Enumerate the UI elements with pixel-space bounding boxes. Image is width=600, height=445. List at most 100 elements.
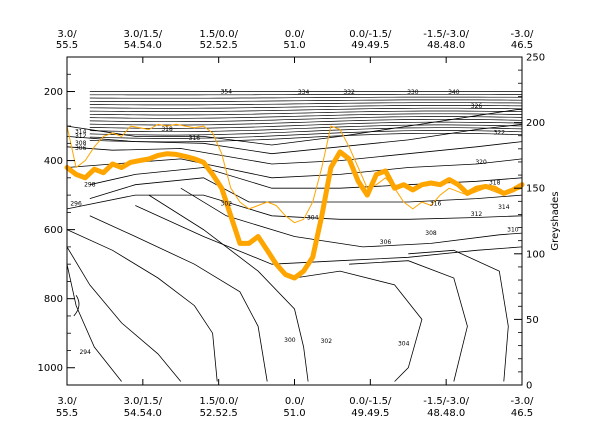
contour-upper-6: [89, 107, 523, 112]
bottom-label-line1-3: 0.0/: [285, 396, 305, 407]
contour-mid-4: [89, 167, 523, 189]
contour-upper-1: [89, 93, 522, 96]
top-label-line2-1: 54.54.0: [124, 40, 162, 51]
bottom-label-line1-1: 3.0/1.5/: [124, 396, 163, 407]
bottom-label-line1-2: 1.5/0.0/: [199, 396, 238, 407]
contour-lower-0: [66, 229, 218, 382]
contour-upper-11: [89, 121, 523, 129]
right-tick-label-2: 100: [526, 249, 545, 260]
right-tick-label-4: 200: [526, 118, 545, 129]
contour-label-16: 316: [430, 201, 442, 208]
top-label-line2-4: 49.49.5: [351, 40, 389, 51]
contour-label-20: 306: [380, 239, 392, 246]
contour-label-8: 316: [189, 135, 201, 142]
contour-label-19: 308: [425, 230, 437, 237]
contour-lower-7: [66, 264, 122, 382]
plot-frame: [66, 56, 523, 386]
top-label-line2-5: 48.48.0: [427, 40, 465, 51]
top-label-line2-3: 51.0: [283, 40, 305, 51]
contour-labels: 354 334 332 330 3403263223183163143123083063…: [70, 88, 518, 356]
contour-label-28: 294: [79, 349, 91, 356]
contour-upper-7: [89, 110, 523, 116]
top-label-line2-0: 55.5: [56, 40, 78, 51]
contour-label-15: 314: [498, 204, 510, 211]
left-tick-label-4: 1000: [38, 363, 63, 374]
contour-label-12: 306: [75, 145, 87, 152]
contour-label-0: 354: [221, 88, 233, 95]
contour-label-21: 302: [221, 201, 233, 208]
contour-mid-7: [180, 187, 523, 248]
contour-upper-13: [89, 127, 523, 136]
contour-upper-4: [89, 102, 523, 106]
contour-lower-6: [66, 246, 182, 382]
contour-mid-6: [66, 194, 523, 220]
contour-lower-5: [408, 249, 509, 382]
contour-mid-0: [66, 108, 523, 146]
top-label-line1-4: 0.0/-1.5/: [349, 29, 392, 40]
bottom-label-line1-5: -1.5/-3.0/: [423, 396, 469, 407]
axes: 20040060080010000501001502002503.0/55.53…: [38, 29, 546, 419]
contour-label-1: 334: [298, 89, 310, 96]
bottom-label-line2-0: 55.5: [56, 408, 78, 419]
contour-closed-small: [73, 295, 80, 317]
contour-mid-5: [89, 177, 523, 203]
right-tick-label-0: 0: [526, 381, 532, 392]
top-label-line1-1: 3.0/1.5/: [124, 29, 163, 40]
bottom-label-line2-3: 51.0: [283, 408, 305, 419]
contour-upper-8: [89, 113, 523, 119]
contour-label-27: 304: [398, 340, 410, 347]
contour-label-5: 326: [471, 103, 483, 110]
left-tick-label-3: 800: [44, 294, 63, 305]
contour-upper-2: [89, 96, 523, 99]
contour-label-22: 304: [307, 214, 319, 221]
top-label-line2-2: 52.52.5: [200, 40, 238, 51]
contour-label-24: 296: [70, 201, 82, 208]
right-tick-label-3: 150: [526, 184, 545, 195]
contour-label-14: 318: [489, 180, 501, 187]
top-label-line1-3: 0.0/: [285, 29, 305, 40]
contour-upper-5: [89, 105, 523, 109]
right-tick-label-1: 50: [526, 315, 539, 326]
series-line-1: [66, 123, 523, 224]
contour-upper-3: [89, 99, 523, 102]
contour-mid-2: [66, 141, 523, 165]
contour-mid-1: [66, 123, 523, 155]
bottom-label-line1-4: 0.0/-1.5/: [349, 396, 392, 407]
y-right-axis-label: Greyshades: [550, 191, 561, 250]
contour-label-7: 318: [161, 126, 173, 133]
contour-label-25: 300: [284, 337, 296, 344]
contour-label-3: 330: [407, 89, 419, 96]
contour-lower-1: [89, 215, 268, 382]
contour-upper-9: [89, 116, 523, 123]
left-tick-label-0: 200: [44, 87, 63, 98]
contour-label-26: 302: [321, 338, 333, 345]
contour-label-11: 308: [75, 140, 87, 147]
isentrope-contours: [66, 91, 523, 382]
contour-lower-4: [349, 260, 468, 382]
bottom-label-line2-2: 52.52.5: [200, 408, 238, 419]
bottom-label-line1-0: 3.0/: [57, 396, 77, 407]
bottom-label-line2-1: 54.54.0: [124, 408, 162, 419]
contour-label-2: 332: [343, 89, 355, 96]
bottom-label-line2-6: 46.5: [511, 408, 533, 419]
contour-mid-3: [66, 158, 523, 179]
contour-label-10: 312: [75, 133, 87, 140]
top-label-line2-6: 46.5: [511, 40, 533, 51]
bottom-label-line2-4: 49.49.5: [351, 408, 389, 419]
bottom-label-line2-5: 48.48.0: [427, 408, 465, 419]
bottom-label-line1-6: -3.0/: [511, 396, 535, 407]
contour-label-17: 312: [471, 211, 483, 218]
contour-mid-8: [135, 205, 523, 265]
contour-label-4: 340: [448, 89, 460, 96]
contour-label-18: 310: [507, 226, 519, 233]
contour-label-23: 298: [84, 182, 96, 189]
data-series: [64, 123, 525, 281]
contour-label-9: 314: [75, 129, 87, 136]
series-line-0: [64, 149, 525, 281]
left-tick-label-1: 400: [44, 156, 63, 167]
top-label-line1-5: -1.5/-3.0/: [423, 29, 469, 40]
right-tick-label-5: 250: [526, 53, 545, 64]
top-label-line1-2: 1.5/0.0/: [199, 29, 238, 40]
contour-lower-3: [294, 270, 423, 382]
